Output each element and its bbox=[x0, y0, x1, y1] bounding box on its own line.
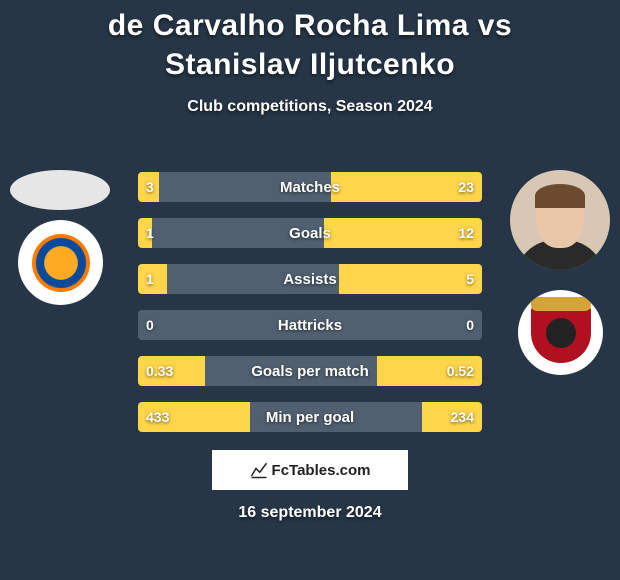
stat-label: Hattricks bbox=[138, 310, 482, 340]
stat-row: Hattricks0 0 bbox=[138, 310, 482, 340]
stats-bars: Matches323Goals112Assists15Hattricks00Go… bbox=[138, 172, 482, 448]
stat-value-left: 3 bbox=[138, 172, 162, 202]
stat-row: Matches3 23 bbox=[138, 172, 482, 202]
stat-value-left: 1 bbox=[138, 218, 162, 248]
comparison-title: de Carvalho Rocha Lima vs Stanislav Ilju… bbox=[0, 0, 620, 84]
right-team-logo bbox=[518, 290, 603, 375]
snapshot-date: 16 september 2024 bbox=[0, 504, 620, 522]
team-swirl-icon bbox=[32, 234, 90, 292]
stat-value-left: 433 bbox=[138, 402, 177, 432]
stat-row: Min per goal433 234 bbox=[138, 402, 482, 432]
stat-row: Goals1 12 bbox=[138, 218, 482, 248]
stat-label: Min per goal bbox=[138, 402, 482, 432]
stat-label: Goals bbox=[138, 218, 482, 248]
stat-value-left: 0 bbox=[138, 310, 162, 340]
stat-value-right: 5 bbox=[458, 264, 482, 294]
stat-row: Goals per match0.33 0.52 bbox=[138, 356, 482, 386]
stat-row: Assists1 5 bbox=[138, 264, 482, 294]
stat-value-right: 234 bbox=[443, 402, 482, 432]
team-shield-icon bbox=[531, 303, 591, 363]
stat-value-right: 0.52 bbox=[439, 356, 482, 386]
chart-line-icon bbox=[250, 461, 268, 479]
stat-value-right: 12 bbox=[450, 218, 482, 248]
brand-box: FcTables.com bbox=[212, 450, 408, 490]
stat-value-right: 0 bbox=[458, 310, 482, 340]
left-player-avatar bbox=[10, 170, 110, 210]
left-player-column bbox=[10, 170, 110, 315]
brand-text: FcTables.com bbox=[272, 462, 371, 479]
stat-label: Goals per match bbox=[138, 356, 482, 386]
right-player-avatar bbox=[510, 170, 610, 270]
stat-value-right: 23 bbox=[450, 172, 482, 202]
stat-label: Assists bbox=[138, 264, 482, 294]
stat-label: Matches bbox=[138, 172, 482, 202]
stat-value-left: 0.33 bbox=[138, 356, 181, 386]
right-player-column bbox=[510, 170, 610, 385]
season-subtitle: Club competitions, Season 2024 bbox=[0, 98, 620, 116]
left-team-logo bbox=[18, 220, 103, 305]
stat-value-left: 1 bbox=[138, 264, 162, 294]
